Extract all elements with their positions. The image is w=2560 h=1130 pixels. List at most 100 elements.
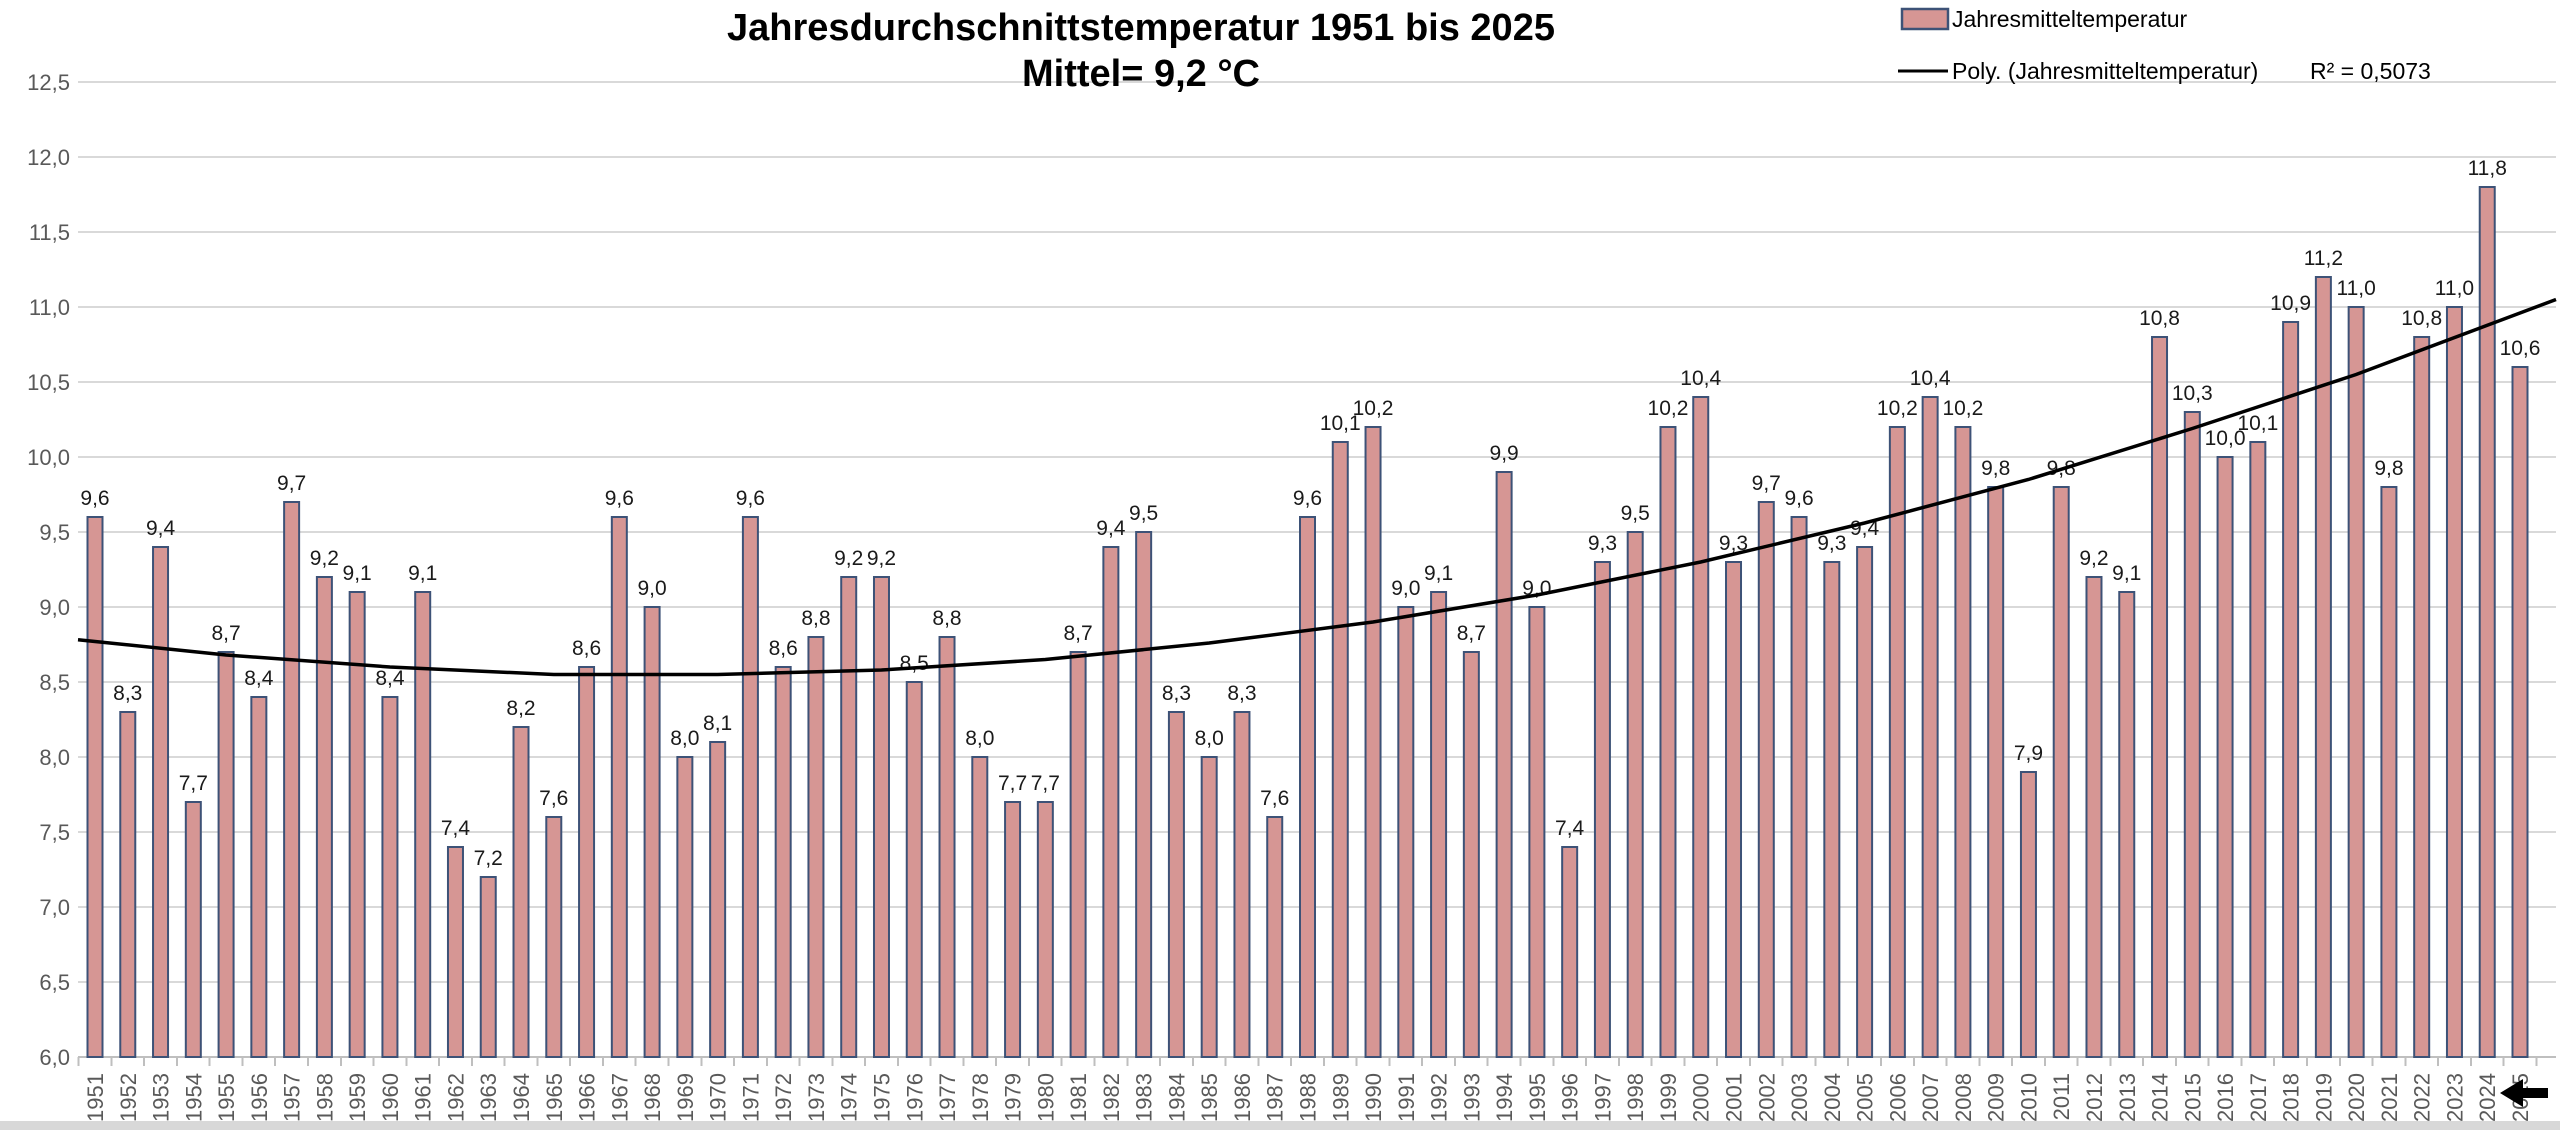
bar-1974[interactable] [840,576,858,1058]
bar-2025[interactable] [2511,366,2529,1058]
bar-1984[interactable] [1167,711,1185,1058]
bar-1981[interactable] [1069,651,1087,1058]
bar-2020[interactable] [2347,306,2365,1058]
legend-bar-swatch[interactable] [1900,7,1950,31]
x-tick-label-1977[interactable]: 1977 [935,1073,960,1122]
x-tick-label-1974[interactable]: 1974 [837,1073,862,1122]
bar-2014[interactable] [2151,336,2169,1058]
x-tick-label-1953[interactable]: 1953 [149,1073,174,1122]
bar-1995[interactable] [1528,606,1546,1058]
bar-1971[interactable] [741,516,759,1058]
x-tick-label-1999[interactable]: 1999 [1656,1073,1681,1122]
x-tick-label-1958[interactable]: 1958 [312,1073,337,1122]
x-tick-label-2009[interactable]: 2009 [1984,1073,2009,1122]
x-tick-label-2014[interactable]: 2014 [2148,1073,2173,1122]
bar-1978[interactable] [971,756,989,1058]
bar-1998[interactable] [1626,531,1644,1058]
x-tick-label-1954[interactable]: 1954 [181,1073,206,1122]
bar-1973[interactable] [807,636,825,1058]
bar-2013[interactable] [2118,591,2136,1058]
x-tick-label-2013[interactable]: 2013 [2115,1073,2140,1122]
chart-title-line2[interactable]: Mittel= 9,2 °C [1022,53,1260,95]
bar-1976[interactable] [905,681,923,1058]
x-tick-label-1986[interactable]: 1986 [1230,1073,1255,1122]
bar-1977[interactable] [938,636,956,1058]
x-tick-label-1976[interactable]: 1976 [902,1073,927,1122]
x-tick-label-2011[interactable]: 2011 [2049,1073,2074,1120]
x-tick-label-1973[interactable]: 1973 [804,1073,829,1122]
x-tick-label-1988[interactable]: 1988 [1296,1073,1321,1122]
x-tick-label-2021[interactable]: 2021 [2377,1073,2402,1122]
bar-1957[interactable] [283,501,301,1058]
bar-2009[interactable] [1987,486,2005,1058]
x-tick-label-1955[interactable]: 1955 [214,1073,239,1122]
x-tick-label-1951[interactable]: 1951 [83,1073,108,1122]
bar-2019[interactable] [2314,276,2332,1058]
x-tick-label-2001[interactable]: 2001 [1722,1073,1747,1122]
bar-1990[interactable] [1364,426,1382,1058]
bar-1958[interactable] [315,576,333,1058]
x-tick-label-1952[interactable]: 1952 [116,1073,141,1122]
bar-1952[interactable] [119,711,137,1058]
x-tick-label-1991[interactable]: 1991 [1394,1073,1419,1122]
bar-1963[interactable] [479,876,497,1058]
bar-2008[interactable] [1954,426,1972,1058]
bar-1979[interactable] [1004,801,1022,1058]
bar-2001[interactable] [1725,561,1743,1058]
trendline-layer[interactable] [77,297,2557,677]
bar-1951[interactable] [86,516,104,1058]
x-tick-label-2017[interactable]: 2017 [2246,1073,2271,1122]
bar-2023[interactable] [2445,306,2463,1058]
bar-2000[interactable] [1692,396,1710,1058]
x-tick-label-1975[interactable]: 1975 [869,1073,894,1122]
bar-2012[interactable] [2085,576,2103,1058]
bar-2017[interactable] [2249,441,2267,1058]
x-tick-label-1966[interactable]: 1966 [575,1073,600,1122]
bar-2002[interactable] [1757,501,1775,1058]
bar-1975[interactable] [872,576,890,1058]
bar-1993[interactable] [1462,651,1480,1058]
x-tick-label-2012[interactable]: 2012 [2082,1073,2107,1122]
x-tick-label-1961[interactable]: 1961 [411,1073,436,1122]
x-tick-label-2000[interactable]: 2000 [1689,1073,1714,1122]
bar-2007[interactable] [1921,396,1939,1058]
bar-1959[interactable] [348,591,366,1058]
bar-2016[interactable] [2216,456,2234,1058]
x-tick-label-1993[interactable]: 1993 [1459,1073,1484,1122]
x-tick-label-1969[interactable]: 1969 [673,1073,698,1122]
x-tick-label-2016[interactable]: 2016 [2213,1073,2238,1122]
bar-1961[interactable] [414,591,432,1058]
bar-2022[interactable] [2413,336,2431,1058]
bar-2024[interactable] [2478,186,2496,1058]
x-tick-label-2002[interactable]: 2002 [1754,1073,1779,1122]
x-tick-label-1971[interactable]: 1971 [738,1073,763,1122]
x-tick-label-1996[interactable]: 1996 [1558,1073,1583,1122]
x-tick-label-1981[interactable]: 1981 [1066,1073,1091,1122]
bar-1972[interactable] [774,666,792,1058]
x-tick-label-1967[interactable]: 1967 [607,1073,632,1122]
bar-2010[interactable] [2019,771,2037,1058]
bar-1986[interactable] [1233,711,1251,1058]
bar-2011[interactable] [2052,486,2070,1058]
x-tick-label-2022[interactable]: 2022 [2410,1073,2435,1122]
bar-2004[interactable] [1823,561,1841,1058]
x-tick-label-2018[interactable]: 2018 [2279,1073,2304,1122]
x-tick-label-2004[interactable]: 2004 [1820,1073,1845,1122]
bar-1969[interactable] [676,756,694,1058]
x-tick-label-2005[interactable]: 2005 [1853,1073,1878,1122]
x-tick-label-1992[interactable]: 1992 [1427,1073,1452,1122]
x-tick-label-1970[interactable]: 1970 [706,1073,731,1122]
bar-1996[interactable] [1561,846,1579,1058]
bar-2021[interactable] [2380,486,2398,1058]
bar-1983[interactable] [1135,531,1153,1058]
chart-title-line1[interactable]: Jahresdurchschnittstemperatur 1951 bis 2… [727,7,1555,49]
x-tick-label-2019[interactable]: 2019 [2311,1073,2336,1122]
bar-2015[interactable] [2183,411,2201,1058]
x-tick-label-1984[interactable]: 1984 [1164,1073,1189,1122]
bar-1968[interactable] [643,606,661,1058]
x-tick-label-1980[interactable]: 1980 [1033,1073,1058,1122]
bar-series-jahresmitteltemperatur[interactable] [86,186,2529,1058]
bar-1988[interactable] [1299,516,1316,1058]
x-tick-label-1968[interactable]: 1968 [640,1073,665,1122]
bar-1970[interactable] [709,741,727,1058]
